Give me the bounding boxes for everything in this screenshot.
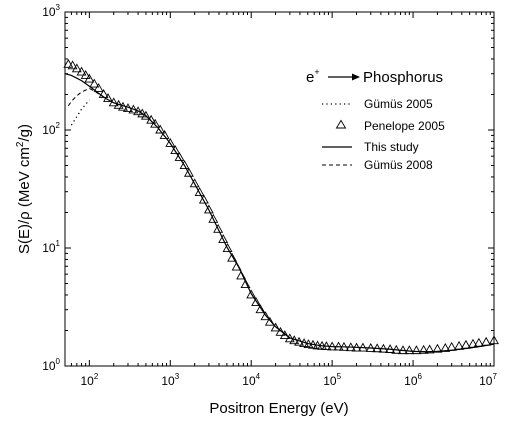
y-tick-label: 103 <box>42 3 60 19</box>
series-penelope-2005 <box>63 58 499 355</box>
x-axis-label: Positron Energy (eV) <box>209 400 348 417</box>
penelope-point <box>208 213 219 223</box>
penelope-point <box>236 270 247 280</box>
y-label-rho: ρ <box>16 211 33 220</box>
penelope-point <box>137 108 148 118</box>
penelope-point <box>140 110 151 120</box>
penelope-point <box>155 124 166 134</box>
penelope-point <box>255 304 266 314</box>
penelope-point <box>227 252 238 262</box>
penelope-point <box>194 187 205 197</box>
penelope-point <box>183 167 194 177</box>
annotation-rhs: Phosphorus <box>363 69 443 86</box>
x-tick-label: 105 <box>323 372 341 388</box>
penelope-point <box>411 345 422 355</box>
x-tick-label: 103 <box>161 372 179 388</box>
penelope-point <box>203 204 214 214</box>
penelope-point <box>128 104 139 114</box>
annotation: e+ Phosphorus <box>306 67 443 86</box>
penelope-point <box>213 223 224 233</box>
x-tick-label: 106 <box>404 372 422 388</box>
penelope-point <box>260 311 271 321</box>
penelope-point <box>246 289 257 299</box>
y-tick-labels: 100 101 102 103 <box>42 3 60 373</box>
axis-ticks <box>64 11 495 367</box>
plot-frame <box>64 11 495 367</box>
series-this-study-line <box>64 73 495 353</box>
y-label-pre: S(E)/ <box>16 219 33 254</box>
penelope-point <box>179 160 190 169</box>
penelope-point <box>63 58 74 68</box>
penelope-point <box>251 297 262 306</box>
y-label-sup: 2 <box>15 141 26 147</box>
penelope-point <box>80 70 91 79</box>
y-label-post: /g) <box>16 124 33 142</box>
penelope-point <box>279 330 290 340</box>
x-tick-label: 102 <box>80 372 98 388</box>
penelope-point <box>170 145 181 154</box>
penelope-point <box>270 322 281 332</box>
penelope-point <box>404 345 415 355</box>
penelope-point <box>222 243 233 252</box>
legend-swatch-penelope <box>335 119 347 129</box>
legend-label-this-study: This study <box>364 140 419 154</box>
penelope-point <box>84 73 95 83</box>
y-tick-label: 100 <box>42 357 60 373</box>
legend-label-penelope: Penelope 2005 <box>364 119 445 133</box>
penelope-point <box>264 316 275 326</box>
penelope-point <box>218 234 229 243</box>
penelope-point <box>71 63 82 73</box>
y-axis-label: S(E)/ρ (MeV cm2/g) <box>15 124 33 254</box>
penelope-point <box>76 66 87 76</box>
legend-label-gumus-2005: Gümüs 2005 <box>364 97 433 111</box>
y-label-mid: (MeV cm <box>16 147 33 211</box>
penelope-point <box>198 194 209 204</box>
series-g-m-s-2008-line <box>67 87 104 107</box>
penelope-point <box>240 279 251 289</box>
penelope-point <box>418 344 429 354</box>
penelope-point <box>67 60 78 70</box>
x-tick-labels: 102 103 104 105 106 107 <box>80 372 497 388</box>
penelope-point <box>133 106 144 116</box>
penelope-point <box>489 335 499 345</box>
penelope-point <box>89 78 100 88</box>
penelope-point <box>103 93 113 102</box>
y-tick-label: 102 <box>42 121 60 137</box>
penelope-point <box>93 83 104 92</box>
penelope-point <box>189 178 200 188</box>
x-tick-label: 107 <box>479 372 497 388</box>
penelope-point <box>174 152 185 161</box>
series-layer <box>63 58 499 355</box>
penelope-point <box>424 344 435 354</box>
series-g-m-s-2005-line <box>70 99 90 126</box>
x-tick-label: 104 <box>242 372 260 388</box>
penelope-point <box>159 129 170 139</box>
annotation-lhs: e+ <box>306 67 320 86</box>
legend-label-gumus-2008: Gümüs 2008 <box>364 158 433 172</box>
penelope-point <box>165 137 176 147</box>
penelope-point <box>432 343 443 353</box>
legend: Gümüs 2005 Penelope 2005 This study Gümü… <box>322 97 445 172</box>
penelope-point <box>440 342 451 352</box>
penelope-point <box>481 336 492 346</box>
annotation-arrow-head <box>352 73 360 81</box>
y-tick-label: 101 <box>42 239 60 255</box>
